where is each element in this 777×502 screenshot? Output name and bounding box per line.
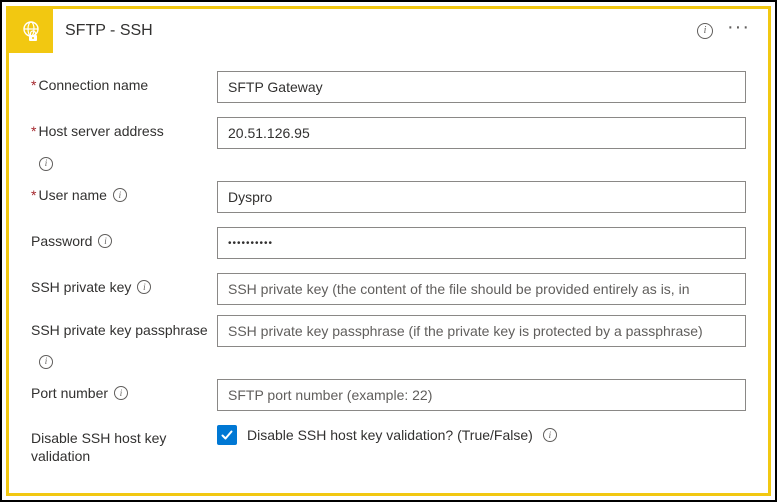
host-server-input[interactable] [217, 117, 746, 149]
ssh-passphrase-input[interactable] [217, 315, 746, 347]
disable-hostkey-checkbox-label: Disable SSH host key validation? (True/F… [247, 427, 533, 443]
header-more-button[interactable]: ··· [727, 23, 750, 31]
connection-name-label: *Connection name [31, 71, 217, 93]
ssh-passphrase-info-icon[interactable]: i [39, 355, 53, 369]
ssh-private-key-input[interactable] [217, 273, 746, 305]
password-label: Password i [31, 227, 217, 249]
ssh-private-key-info-icon[interactable]: i [137, 280, 151, 294]
sftp-ssh-panel: SFTP - SSH i ··· *Connection name *Host … [6, 6, 771, 496]
port-number-label: Port number i [31, 379, 217, 401]
password-info-icon[interactable]: i [98, 234, 112, 248]
connection-name-input[interactable] [217, 71, 746, 103]
user-name-label: *User name i [31, 181, 217, 203]
host-server-label: *Host server address [31, 117, 217, 139]
password-input[interactable] [217, 227, 746, 259]
disable-hostkey-info-icon[interactable]: i [543, 428, 557, 442]
panel-header: SFTP - SSH i ··· [9, 9, 768, 53]
ssh-passphrase-label: SSH private key passphrase [31, 315, 217, 339]
port-number-input[interactable] [217, 379, 746, 411]
disable-hostkey-label: Disable SSH host key validation [31, 423, 217, 465]
host-server-info-icon[interactable]: i [39, 157, 53, 171]
panel-title: SFTP - SSH [65, 22, 697, 40]
header-info-icon[interactable]: i [697, 23, 713, 39]
disable-hostkey-checkbox[interactable] [217, 425, 237, 445]
form-body: *Connection name *Host server address i [9, 53, 768, 475]
user-name-input[interactable] [217, 181, 746, 213]
sftp-icon [9, 9, 53, 53]
ssh-private-key-label: SSH private key i [31, 273, 217, 295]
user-name-info-icon[interactable]: i [113, 188, 127, 202]
port-number-info-icon[interactable]: i [114, 386, 128, 400]
